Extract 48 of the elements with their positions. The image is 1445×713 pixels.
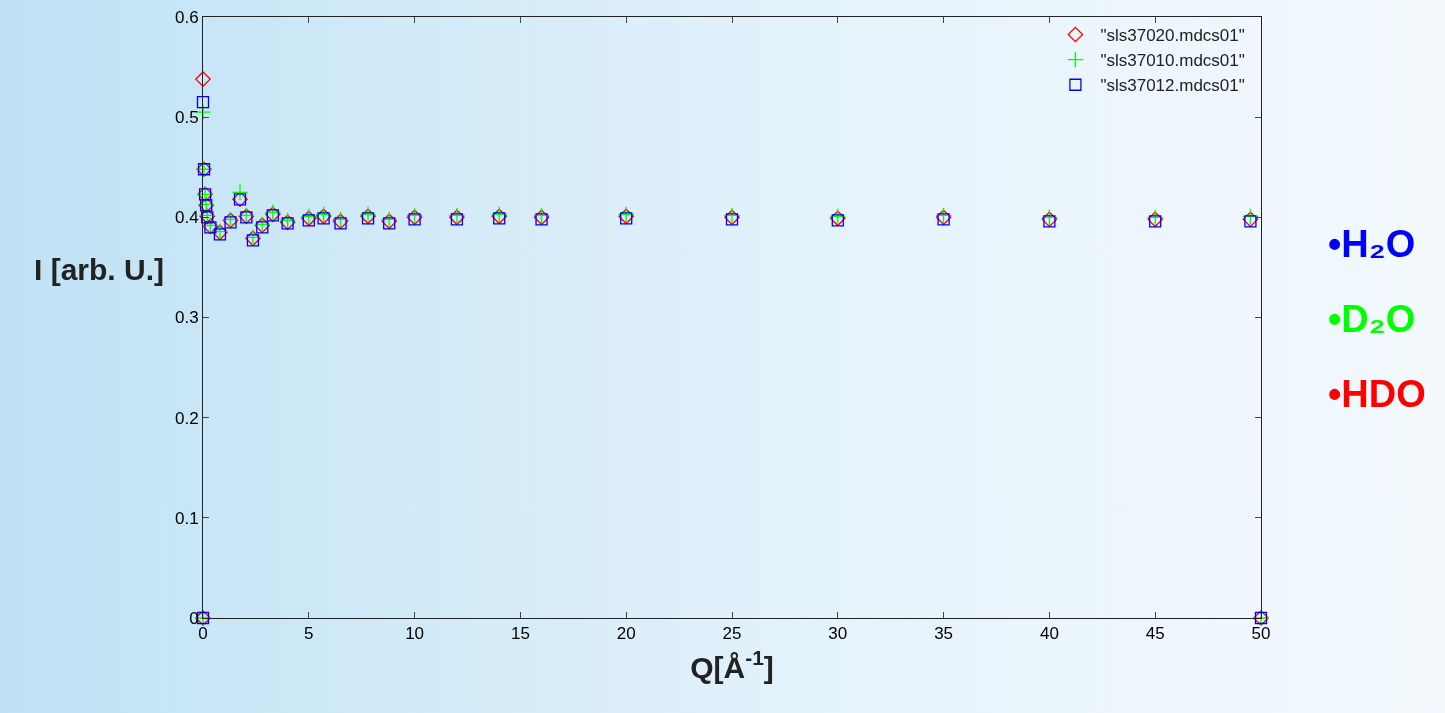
y-tick-label: 0.3 (174, 308, 199, 328)
point (1149, 215, 1162, 228)
y-tick-label: 0.6 (174, 7, 199, 27)
y-tick-label: 0.1 (174, 508, 199, 528)
point (334, 217, 347, 230)
point (1244, 215, 1257, 228)
y-tick-label: 0.4 (174, 208, 199, 228)
point (195, 71, 211, 87)
text: •H₂O (1328, 222, 1417, 267)
point (383, 217, 396, 230)
x-tick-label: 45 (1145, 624, 1165, 644)
text: •HDO (1328, 372, 1426, 417)
point (231, 183, 249, 201)
y-axis-title: I [arb. U.] (34, 253, 165, 286)
point (493, 212, 506, 225)
point (1043, 215, 1056, 228)
x-tick-label: 50 (1251, 624, 1271, 644)
point (302, 214, 315, 227)
x-tick-label: 5 (304, 624, 314, 644)
point (831, 214, 844, 227)
point (450, 213, 464, 226)
point (408, 213, 421, 226)
point (196, 95, 210, 109)
x-tick-label: 30 (828, 624, 848, 644)
x-tick-label: 35 (934, 624, 954, 644)
x-tick-label: 40 (1039, 624, 1059, 644)
x-tick-label: 25 (722, 624, 742, 644)
text: •D₂O (1328, 297, 1417, 342)
x-axis-title: Q[Å$^{-1}$] (690, 646, 774, 684)
point (361, 212, 375, 225)
y-tick-label: 0.5 (174, 108, 199, 128)
point (620, 212, 633, 225)
point (725, 213, 739, 226)
legend-label: "sls37020.mdcs01" (1100, 26, 1245, 46)
point (256, 221, 269, 234)
point (937, 213, 950, 226)
point (535, 213, 548, 226)
legend-label: "sls37010.mdcs01" (1100, 51, 1245, 71)
legend-label: "sls37012.mdcs01" (1100, 76, 1245, 96)
y-tick-label: 0.2 (174, 408, 199, 428)
point (1242, 207, 1259, 225)
point (246, 234, 260, 247)
point (224, 216, 237, 229)
point (317, 212, 330, 225)
point (213, 228, 227, 241)
x-tick-label: 15 (510, 624, 530, 644)
x-tick-label: 10 (405, 624, 425, 644)
x-tick-label: 20 (616, 624, 636, 644)
